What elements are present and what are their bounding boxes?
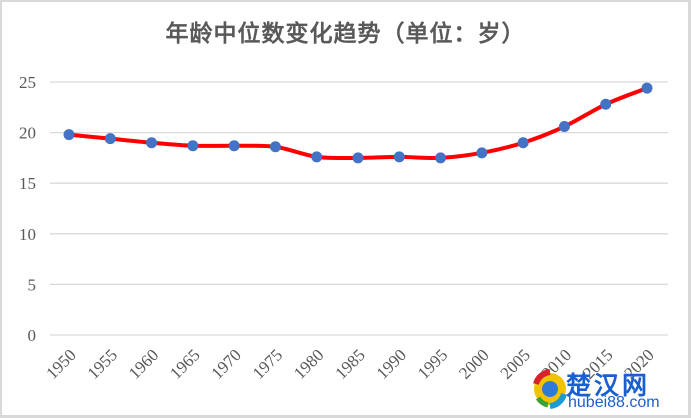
y-tick-label: 25 (19, 73, 36, 92)
data-point-marker (641, 82, 653, 94)
x-tick-label: 1975 (249, 345, 286, 382)
data-point-marker (352, 152, 364, 164)
x-tick-label: 1990 (373, 345, 410, 382)
x-tick-label: 1985 (331, 345, 368, 382)
watermark-text-en: hubei88.com (568, 394, 660, 411)
y-tick-label: 5 (28, 275, 37, 294)
x-tick-label: 1955 (84, 345, 121, 382)
data-point-marker (517, 137, 529, 149)
watermark-text-cn: 楚汉网 (566, 371, 651, 400)
x-tick-label: 1970 (207, 345, 244, 382)
y-axis-ticks: 0 5 10 15 20 25 (19, 73, 36, 345)
x-tick-label: 1980 (290, 345, 327, 382)
y-tick-label: 15 (19, 174, 36, 193)
data-point-marker (146, 137, 158, 149)
data-markers (63, 82, 653, 164)
data-point-marker (435, 152, 447, 164)
gridlines (50, 81, 668, 336)
x-tick-label: 1950 (42, 345, 79, 382)
data-point-marker (558, 121, 570, 133)
y-tick-label: 0 (28, 326, 37, 345)
data-point-marker (393, 151, 405, 163)
globe-logo-icon (533, 369, 567, 409)
data-point-marker (104, 133, 116, 145)
data-point-marker (600, 98, 612, 110)
x-tick-label: 1960 (125, 345, 162, 382)
x-tick-label: 1995 (414, 345, 451, 382)
x-tick-label: 1965 (166, 345, 203, 382)
y-tick-label: 20 (19, 124, 36, 143)
data-point-marker (311, 151, 323, 163)
y-tick-label: 10 (19, 225, 36, 244)
x-tick-label: 2000 (455, 345, 492, 382)
x-tick-label: 2005 (496, 345, 533, 382)
data-point-marker (187, 140, 199, 152)
data-point-marker (269, 141, 281, 153)
chart-title: 年龄中位数变化趋势（单位：岁） (165, 20, 526, 47)
watermark-logo: 楚汉网 hubei88.com (530, 364, 690, 416)
data-point-marker (476, 147, 488, 159)
data-point-marker (63, 129, 75, 141)
data-point-marker (228, 140, 240, 152)
